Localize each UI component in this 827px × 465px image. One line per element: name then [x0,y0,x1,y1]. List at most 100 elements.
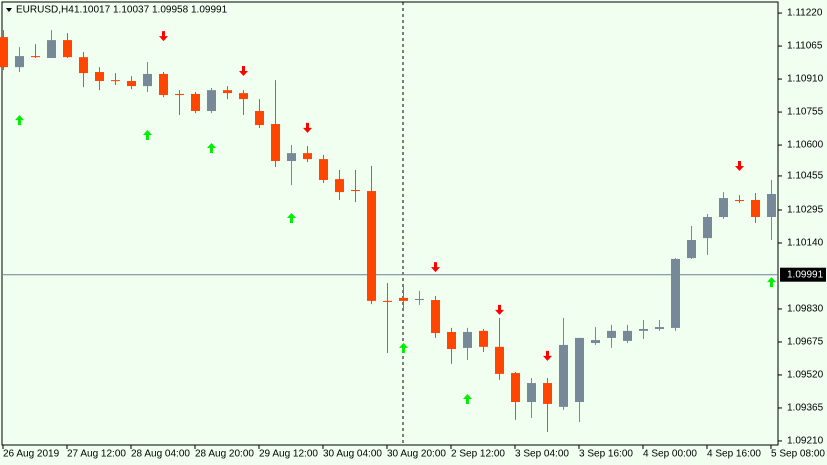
y-tick-label: 1.09675 [787,337,824,348]
x-tick-label: 2 Sep 12:00 [451,449,505,460]
candle-body [767,194,776,218]
candle-body [511,373,520,402]
candle-body [143,73,152,87]
x-tick-label: 4 Sep 16:00 [707,449,761,460]
candle-body [575,337,584,402]
candle-body [591,340,600,344]
candle-body [191,93,200,111]
up-arrow [463,393,472,404]
candle-body [351,189,360,192]
y-tick-label: 1.10140 [787,238,824,249]
candle-body [303,153,312,160]
down-arrow [239,66,248,77]
y-tick-label: 1.09830 [787,304,824,315]
candle-body [639,328,648,331]
y-tick-label: 1.11065 [787,41,823,52]
x-tick-label: 29 Aug 12:00 [259,449,318,460]
x-tick-label: 3 Sep 16:00 [579,449,633,460]
candle-body [239,93,248,100]
candle-body [207,90,216,111]
candle-body [463,331,472,348]
current-price-box [780,267,826,282]
down-arrow [495,304,504,315]
candle-body [415,298,424,301]
header-value: 1.10017 [74,5,111,16]
candle-body [335,179,344,193]
candle-body [735,199,744,202]
x-tick-label: 28 Aug 04:00 [131,449,190,460]
candle-body [223,90,232,94]
y-tick-label: 1.09210 [787,436,824,447]
y-tick-label: 1.10295 [787,205,824,216]
y-tick-label: 1.10455 [787,171,824,182]
candle-body [671,258,680,328]
candle-body [623,330,632,341]
y-tick-label: 1.10600 [787,140,824,151]
y-tick-label: 1.11220 [787,8,823,19]
x-tick-label: 27 Aug 12:00 [67,449,126,460]
candle-body [719,198,728,218]
up-arrow [767,277,776,288]
candle-body [655,327,664,329]
x-tick-label: 30 Aug 20:00 [387,449,446,460]
plot-frame [1,1,779,446]
up-arrow [15,115,24,126]
down-arrow [543,350,552,361]
down-arrow [735,160,744,171]
symbol-label: EURUSD,H4 [16,5,74,16]
x-tick-label: 26 Aug 2019 [3,449,60,460]
candle-body [95,72,104,81]
candle-body [15,56,24,68]
up-arrow [207,142,216,153]
candle-body [479,330,488,347]
candle-body [255,110,264,126]
y-tick-label: 1.09365 [787,403,824,414]
candle-body [111,80,120,82]
candle-body [31,56,40,58]
candle-body [0,37,8,68]
candle-body [751,199,760,218]
down-arrow [303,122,312,133]
up-arrow [399,342,408,353]
header-value: 1.09991 [191,5,228,16]
x-tick-label: 28 Aug 20:00 [195,449,254,460]
candle-body [287,153,296,162]
candle-body [367,191,376,301]
candle-body [399,297,408,301]
menu-triangle[interactable] [6,8,12,12]
candle-body [47,40,56,58]
header-value: 1.09958 [152,5,189,16]
up-arrow [143,129,152,140]
current-price-label: 1.09991 [787,269,824,280]
candle-body [431,300,440,334]
header-value: 1.10037 [113,5,150,16]
candle-body [271,123,280,162]
up-arrow [287,213,296,224]
candle-body [607,330,616,338]
x-tick-label: 4 Sep 00:00 [643,449,697,460]
candle-body [527,383,536,402]
y-tick-label: 1.10910 [787,74,824,85]
down-arrow [159,31,168,42]
candle-body [127,80,136,87]
candle-body [495,346,504,374]
candle-body [383,300,392,302]
down-arrow [431,262,440,273]
candle-body [703,217,712,239]
candle-body [175,93,184,96]
candle-body [319,159,328,180]
candle-body [79,57,88,74]
candle-body [159,73,168,96]
candle-body [543,383,552,404]
y-tick-label: 1.09520 [787,370,824,381]
candle-body [447,331,456,349]
x-tick-label: 3 Sep 04:00 [515,449,569,460]
candle-body [63,40,72,58]
y-tick-label: 1.10755 [787,107,824,118]
candle-body [687,239,696,259]
x-tick-label: 30 Aug 04:00 [323,449,382,460]
x-tick-label: 5 Sep 08:00 [771,449,825,460]
candle-body [559,344,568,407]
